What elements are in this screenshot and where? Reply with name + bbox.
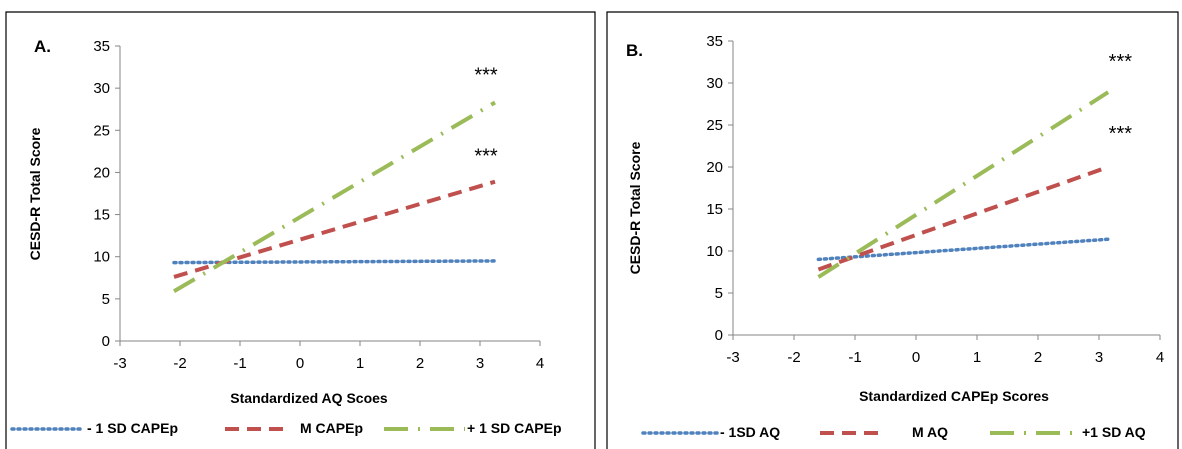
x-tick-label: -2 bbox=[787, 349, 800, 366]
legend-label-3: +1 SD AQ bbox=[1082, 424, 1146, 440]
y-tick-label: 35 bbox=[706, 33, 723, 50]
chart-panel-b: 0 5 10 15 20 25 30 35 -3 -2 -1 0 1 2 3 4 *** *** B. CESD-R … bbox=[606, 11, 1179, 449]
legend-label-2: M CAPEp bbox=[300, 420, 363, 436]
x-tick-label: 2 bbox=[1034, 349, 1042, 366]
panel-label: B. bbox=[626, 41, 643, 60]
x-tick-label: 3 bbox=[476, 355, 484, 372]
y-tick-label: 5 bbox=[102, 291, 110, 308]
y-axis-title: CESD-R Total Score bbox=[627, 141, 643, 274]
y-tick-label: 0 bbox=[102, 333, 110, 350]
legend: - 1SD AQ M AQ +1 SD AQ bbox=[641, 424, 1146, 440]
panel-label: A. bbox=[34, 37, 51, 56]
x-axis-title: Standardized AQ Scoes bbox=[230, 390, 388, 406]
y-tick-label: 15 bbox=[93, 207, 110, 224]
x-tick-label: 1 bbox=[973, 349, 981, 366]
y-tick-label: 20 bbox=[93, 164, 110, 181]
legend-label-3: + 1 SD CAPEp bbox=[467, 420, 562, 436]
y-tick-label: 0 bbox=[715, 327, 723, 344]
y-tick-label: 20 bbox=[706, 159, 723, 176]
significance-annotation: *** bbox=[474, 64, 498, 86]
x-tick-label: 0 bbox=[296, 355, 304, 372]
y-tick-label: 35 bbox=[93, 38, 110, 55]
series-line-2 bbox=[817, 165, 1109, 272]
x-tick-label: 1 bbox=[356, 355, 364, 372]
x-tick-label: 2 bbox=[416, 355, 424, 372]
legend: - 1 SD CAPEp M CAPEp + 1 SD CAPEp bbox=[10, 420, 562, 436]
x-tick-label: 4 bbox=[1156, 349, 1164, 366]
series-line-3 bbox=[817, 90, 1110, 279]
series-line-3 bbox=[172, 100, 497, 293]
legend-label-1: - 1 SD CAPEp bbox=[87, 420, 178, 436]
x-tick-label: -1 bbox=[848, 349, 861, 366]
y-tick-label: 25 bbox=[93, 122, 110, 139]
x-tick-label: -3 bbox=[726, 349, 739, 366]
y-tick-label: 15 bbox=[706, 201, 723, 218]
legend-label-2: M AQ bbox=[912, 424, 948, 440]
x-tick-label: 3 bbox=[1095, 349, 1103, 366]
y-tick-label: 25 bbox=[706, 117, 723, 134]
y-tick-label: 30 bbox=[93, 80, 110, 97]
y-tick-label: 10 bbox=[706, 243, 723, 260]
significance-annotation: *** bbox=[1109, 51, 1133, 73]
series-line-1 bbox=[816, 237, 1110, 262]
significance-annotation: *** bbox=[474, 145, 498, 167]
legend-label-1: - 1SD AQ bbox=[720, 424, 780, 440]
y-tick-label: 30 bbox=[706, 75, 723, 92]
x-tick-label: -3 bbox=[113, 355, 126, 372]
y-tick-label: 5 bbox=[715, 285, 723, 302]
y-axis-title: CESD-R Total Score bbox=[27, 127, 43, 260]
x-tick-label: 4 bbox=[536, 355, 544, 372]
panel-frame bbox=[5, 11, 596, 449]
chart-panel-a: 0 5 10 15 20 25 30 35 -3 -2 -1 0 1 2 3 4 *** *** A. CESD-R … bbox=[5, 11, 596, 449]
x-tick-label: -2 bbox=[173, 355, 186, 372]
y-tick-label: 10 bbox=[93, 249, 110, 266]
significance-annotation: *** bbox=[1109, 123, 1133, 145]
x-tick-label: 0 bbox=[912, 349, 920, 366]
panel-frame bbox=[606, 11, 1179, 449]
x-axis-title: Standardized CAPEp Scores bbox=[859, 388, 1049, 404]
x-tick-label: -1 bbox=[233, 355, 246, 372]
